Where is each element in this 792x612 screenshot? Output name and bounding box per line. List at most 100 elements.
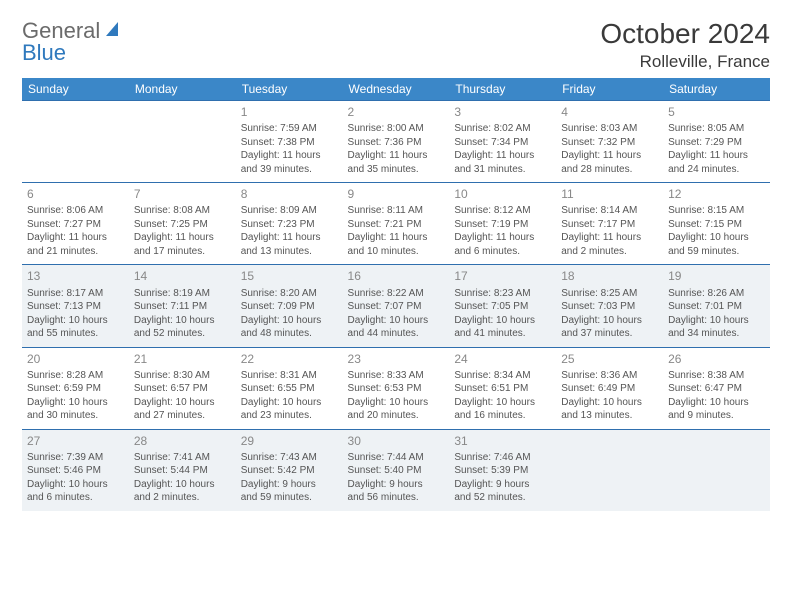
- sunrise-text: Sunrise: 8:25 AM: [561, 287, 658, 301]
- daylight-text: and 13 minutes.: [241, 245, 338, 259]
- day-cell: 14Sunrise: 8:19 AMSunset: 7:11 PMDayligh…: [129, 265, 236, 347]
- daylight-text: and 9 minutes.: [668, 409, 765, 423]
- day-cell: 21Sunrise: 8:30 AMSunset: 6:57 PMDayligh…: [129, 347, 236, 429]
- daylight-text: and 59 minutes.: [241, 491, 338, 505]
- daylight-text: Daylight: 10 hours: [241, 314, 338, 328]
- daylight-text: Daylight: 10 hours: [134, 396, 231, 410]
- day-cell: 9Sunrise: 8:11 AMSunset: 7:21 PMDaylight…: [343, 183, 450, 265]
- day-cell: 20Sunrise: 8:28 AMSunset: 6:59 PMDayligh…: [22, 347, 129, 429]
- sunset-text: Sunset: 7:17 PM: [561, 218, 658, 232]
- sunset-text: Sunset: 7:03 PM: [561, 300, 658, 314]
- daylight-text: Daylight: 10 hours: [668, 314, 765, 328]
- day-cell: 22Sunrise: 8:31 AMSunset: 6:55 PMDayligh…: [236, 347, 343, 429]
- sunrise-text: Sunrise: 8:20 AM: [241, 287, 338, 301]
- sunrise-text: Sunrise: 8:22 AM: [348, 287, 445, 301]
- day-header: Saturday: [663, 78, 770, 101]
- sunrise-text: Sunrise: 7:46 AM: [454, 451, 551, 465]
- daylight-text: and 31 minutes.: [454, 163, 551, 177]
- daylight-text: and 6 minutes.: [454, 245, 551, 259]
- day-number: 2: [348, 104, 445, 120]
- sunset-text: Sunset: 7:15 PM: [668, 218, 765, 232]
- sunrise-text: Sunrise: 8:19 AM: [134, 287, 231, 301]
- sunrise-text: Sunrise: 8:23 AM: [454, 287, 551, 301]
- sunset-text: Sunset: 7:34 PM: [454, 136, 551, 150]
- page-title: October 2024: [600, 18, 770, 50]
- sunset-text: Sunset: 7:27 PM: [27, 218, 124, 232]
- day-cell: 6Sunrise: 8:06 AMSunset: 7:27 PMDaylight…: [22, 183, 129, 265]
- daylight-text: and 56 minutes.: [348, 491, 445, 505]
- daylight-text: and 39 minutes.: [241, 163, 338, 177]
- daylight-text: Daylight: 10 hours: [134, 478, 231, 492]
- sunset-text: Sunset: 6:53 PM: [348, 382, 445, 396]
- daylight-text: Daylight: 10 hours: [454, 396, 551, 410]
- daylight-text: and 55 minutes.: [27, 327, 124, 341]
- day-number: 20: [27, 351, 124, 367]
- day-number: 26: [668, 351, 765, 367]
- day-header: Tuesday: [236, 78, 343, 101]
- day-cell: 17Sunrise: 8:23 AMSunset: 7:05 PMDayligh…: [449, 265, 556, 347]
- daylight-text: and 28 minutes.: [561, 163, 658, 177]
- day-number: 22: [241, 351, 338, 367]
- daylight-text: Daylight: 11 hours: [561, 149, 658, 163]
- sunrise-text: Sunrise: 8:14 AM: [561, 204, 658, 218]
- location-label: Rolleville, France: [600, 52, 770, 72]
- day-cell: 12Sunrise: 8:15 AMSunset: 7:15 PMDayligh…: [663, 183, 770, 265]
- empty-cell: [22, 101, 129, 183]
- day-number: 12: [668, 186, 765, 202]
- daylight-text: Daylight: 10 hours: [27, 478, 124, 492]
- sunset-text: Sunset: 5:44 PM: [134, 464, 231, 478]
- sunset-text: Sunset: 6:57 PM: [134, 382, 231, 396]
- empty-cell: [129, 101, 236, 183]
- sunrise-text: Sunrise: 8:03 AM: [561, 122, 658, 136]
- sunset-text: Sunset: 7:11 PM: [134, 300, 231, 314]
- sunset-text: Sunset: 6:51 PM: [454, 382, 551, 396]
- day-cell: 27Sunrise: 7:39 AMSunset: 5:46 PMDayligh…: [22, 429, 129, 511]
- empty-cell: [663, 429, 770, 511]
- daylight-text: and 10 minutes.: [348, 245, 445, 259]
- day-number: 14: [134, 268, 231, 284]
- daylight-text: Daylight: 10 hours: [561, 396, 658, 410]
- sunrise-text: Sunrise: 8:28 AM: [27, 369, 124, 383]
- sunrise-text: Sunrise: 8:06 AM: [27, 204, 124, 218]
- day-cell: 3Sunrise: 8:02 AMSunset: 7:34 PMDaylight…: [449, 101, 556, 183]
- sunrise-text: Sunrise: 8:34 AM: [454, 369, 551, 383]
- day-number: 15: [241, 268, 338, 284]
- day-number: 4: [561, 104, 658, 120]
- day-cell: 4Sunrise: 8:03 AMSunset: 7:32 PMDaylight…: [556, 101, 663, 183]
- day-header: Sunday: [22, 78, 129, 101]
- daylight-text: and 52 minutes.: [454, 491, 551, 505]
- day-number: 10: [454, 186, 551, 202]
- day-cell: 30Sunrise: 7:44 AMSunset: 5:40 PMDayligh…: [343, 429, 450, 511]
- day-cell: 28Sunrise: 7:41 AMSunset: 5:44 PMDayligh…: [129, 429, 236, 511]
- sunset-text: Sunset: 7:23 PM: [241, 218, 338, 232]
- daylight-text: and 6 minutes.: [27, 491, 124, 505]
- calendar-table: SundayMondayTuesdayWednesdayThursdayFrid…: [22, 78, 770, 511]
- daylight-text: Daylight: 11 hours: [134, 231, 231, 245]
- daylight-text: and 48 minutes.: [241, 327, 338, 341]
- daylight-text: Daylight: 11 hours: [454, 149, 551, 163]
- day-header: Wednesday: [343, 78, 450, 101]
- header: General October 2024 Rolleville, France: [22, 18, 770, 72]
- daylight-text: Daylight: 11 hours: [241, 231, 338, 245]
- day-number: 5: [668, 104, 765, 120]
- sunset-text: Sunset: 7:21 PM: [348, 218, 445, 232]
- sunrise-text: Sunrise: 8:38 AM: [668, 369, 765, 383]
- day-number: 6: [27, 186, 124, 202]
- day-number: 1: [241, 104, 338, 120]
- day-cell: 5Sunrise: 8:05 AMSunset: 7:29 PMDaylight…: [663, 101, 770, 183]
- sunset-text: Sunset: 5:39 PM: [454, 464, 551, 478]
- daylight-text: Daylight: 11 hours: [668, 149, 765, 163]
- sunrise-text: Sunrise: 8:36 AM: [561, 369, 658, 383]
- sunrise-text: Sunrise: 8:09 AM: [241, 204, 338, 218]
- daylight-text: Daylight: 10 hours: [241, 396, 338, 410]
- daylight-text: and 2 minutes.: [134, 491, 231, 505]
- sunrise-text: Sunrise: 7:43 AM: [241, 451, 338, 465]
- week-row: 13Sunrise: 8:17 AMSunset: 7:13 PMDayligh…: [22, 265, 770, 347]
- day-number: 17: [454, 268, 551, 284]
- daylight-text: Daylight: 10 hours: [348, 396, 445, 410]
- sunset-text: Sunset: 5:46 PM: [27, 464, 124, 478]
- logo-sail-icon: [104, 20, 122, 43]
- daylight-text: Daylight: 10 hours: [668, 231, 765, 245]
- week-row: 6 Sunrise: 8:06 AMSunset: 7:27 PM Daylight…: [22, 183, 770, 265]
- day-header: Friday: [556, 78, 663, 101]
